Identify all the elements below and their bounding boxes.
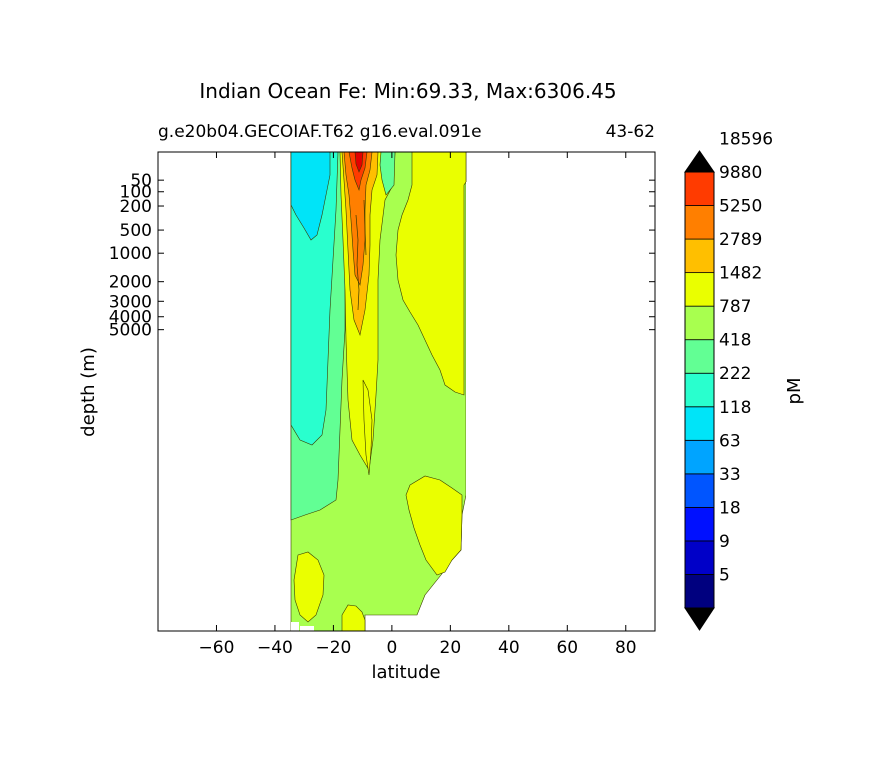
y-tick-label: 1000	[109, 244, 152, 264]
colorbar-tick-label: 1482	[719, 264, 762, 284]
y-tick-label: 5000	[109, 321, 152, 341]
colorbar-extend-max	[684, 150, 715, 173]
chart-subtitle-right: 43-62	[606, 122, 655, 142]
x-tick-label: 80	[615, 638, 637, 658]
x-axis: −60 −40 −20 0 20 40 60 80	[199, 152, 637, 658]
chart-title: Indian Ocean Fe: Min:69.33, Max:6306.45	[199, 79, 616, 103]
colorbar-tick-label: 222	[719, 364, 751, 384]
contour-streak-2	[363, 199, 367, 256]
colorbar-bin	[684, 238, 715, 274]
plot-frame	[157, 151, 656, 632]
mask-sw	[291, 622, 299, 631]
contour-band-1482-east	[395, 151, 467, 396]
colorbar-tick-label: 5250	[719, 197, 762, 217]
x-tick-label: −20	[315, 638, 351, 658]
x-tick-label: 40	[498, 638, 520, 658]
colorbar-tick-label: 9880	[719, 163, 762, 183]
y-tick-label: 100	[120, 183, 152, 203]
y-tick-label: 3000	[109, 292, 152, 312]
plot-area	[157, 151, 656, 632]
x-axis-label: latitude	[371, 662, 440, 683]
y-tick-label: 2000	[109, 273, 152, 293]
colorbar-tick-label: 5	[719, 565, 730, 585]
colorbar-bin	[684, 439, 715, 475]
y-tick-label: 500	[120, 221, 152, 241]
colorbar-tick-label: 787	[719, 297, 751, 317]
colorbar-bin	[684, 372, 715, 408]
contour-band-1482-tail	[362, 379, 373, 476]
colorbar: 5 9 18 33 63 118 222 418 787 1482 2789 5250 9880 1859…	[684, 129, 773, 631]
colorbar-bin	[684, 473, 715, 508]
colorbar-tick-label: 118	[719, 398, 751, 418]
colorbar-label: pM	[784, 378, 805, 405]
chart-subtitle-left: g.e20b04.GECOIAF.T62 g16.eval.091e	[158, 122, 482, 142]
colorbar-bin	[684, 171, 715, 206]
contour-streak-1	[355, 214, 360, 311]
x-tick-label: −60	[199, 638, 235, 658]
colorbar-tick-label: 18	[719, 498, 741, 518]
mask-east	[466, 182, 470, 632]
colorbar-bin	[684, 540, 715, 575]
colorbar-bin	[684, 205, 715, 240]
y-axis-label: depth (m)	[78, 347, 99, 437]
colorbar-tick-label: 418	[719, 331, 751, 351]
colorbar-bin	[684, 406, 715, 441]
colorbar-bin	[684, 339, 715, 374]
colorbar-bin	[684, 272, 715, 307]
colorbar-extend-min	[684, 607, 715, 631]
y-tick-label: 4000	[109, 308, 152, 328]
contour-band-1482-east-deep	[405, 475, 463, 576]
land-mask	[291, 182, 470, 632]
colorbar-bin	[684, 574, 715, 609]
colorbar-tick-label: 9	[719, 532, 730, 552]
colorbar-tick-label: 63	[719, 431, 741, 451]
contour-band-5250	[343, 151, 373, 286]
colorbar-frame	[684, 171, 715, 609]
contour-fill	[290, 151, 467, 632]
x-tick-label: −40	[257, 638, 293, 658]
x-tick-label: 60	[556, 638, 578, 658]
x-tick-label: 20	[440, 638, 462, 658]
contour-band-1482-south	[293, 551, 325, 623]
contour-band-118	[290, 151, 331, 241]
colorbar-tick-label: 33	[719, 465, 741, 485]
y-tick-label: 50	[130, 171, 152, 191]
colorbar-tick-label: 2789	[719, 230, 762, 250]
colorbar-bin	[684, 305, 715, 341]
y-tick-label: 200	[120, 197, 152, 217]
x-tick-label: 0	[386, 638, 397, 658]
colorbar-tick-label: 18596	[719, 129, 773, 149]
mask-s	[300, 626, 314, 631]
colorbar-bin	[684, 506, 715, 542]
